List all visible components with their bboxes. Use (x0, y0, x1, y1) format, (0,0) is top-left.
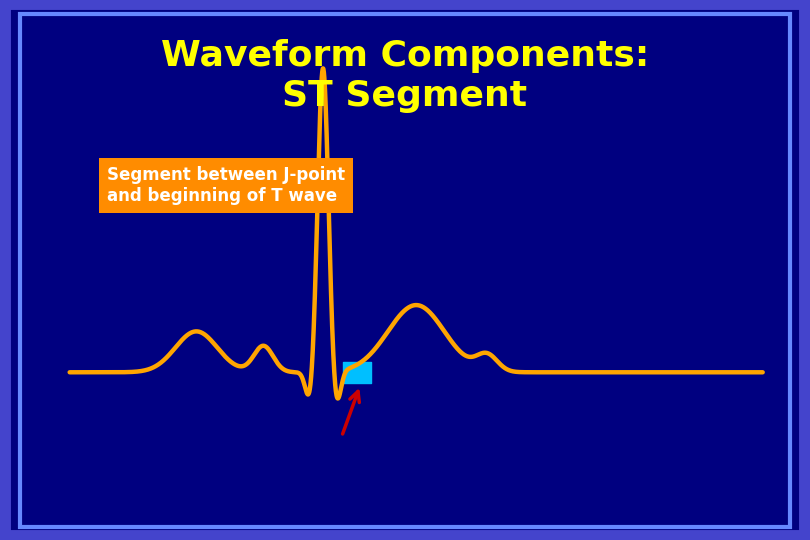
Text: Waveform Components:
ST Segment: Waveform Components: ST Segment (161, 39, 649, 112)
Text: Segment between J-point
and beginning of T wave: Segment between J-point and beginning of… (107, 166, 345, 205)
